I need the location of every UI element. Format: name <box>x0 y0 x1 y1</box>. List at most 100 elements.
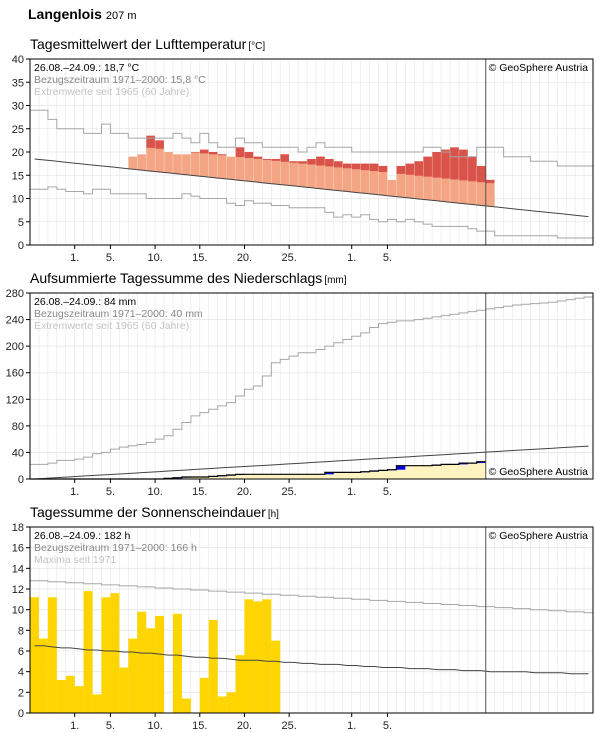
sunshine-bar <box>39 639 48 713</box>
temperature-bar-extreme <box>334 161 343 167</box>
precip-normal-area <box>244 474 253 479</box>
temperature-bar <box>191 152 200 176</box>
precip-normal-area <box>441 464 450 479</box>
temperature-title: Tagesmittelwert der Lufttemperatur[°C] <box>30 36 265 52</box>
temperature-bar <box>227 157 236 180</box>
temperature-bar-extreme <box>307 159 316 165</box>
sunshine-bar <box>209 620 218 713</box>
y-tick-label: 4 <box>18 667 24 679</box>
precip-normal-area <box>253 474 262 479</box>
sunshine-bar <box>173 614 182 713</box>
precipitation-title: Aufsummierte Tagessumme des Niederschlag… <box>30 270 347 286</box>
y-tick-label: 40 <box>12 54 24 66</box>
sunshine-bar <box>262 599 271 713</box>
y-tick-label: 200 <box>6 341 24 353</box>
temperature-bar <box>200 150 209 177</box>
temperature-bar <box>164 152 173 173</box>
y-tick-label: 120 <box>6 394 24 406</box>
temperature-bar-extreme <box>245 152 254 158</box>
precip-normal-area <box>280 474 289 479</box>
sunshine-bar <box>227 692 236 713</box>
y-tick-label: 20 <box>12 147 24 159</box>
precipitation-chart: 040801201602002402801.5.10.15.20.25.1.5.… <box>0 288 596 498</box>
temperature-bar <box>137 154 146 170</box>
y-tick-label: 12 <box>12 584 24 596</box>
sunshine-bar <box>236 655 245 713</box>
y-tick-label: 2 <box>18 687 24 699</box>
y-tick-label: 10 <box>12 194 24 206</box>
copyright-text: © GeoSphere Austria <box>489 530 589 542</box>
sunshine-bar <box>30 597 39 713</box>
temperature-bar-extreme <box>200 150 209 154</box>
temperature-bar-extreme <box>155 140 164 148</box>
sunshine-bar <box>146 628 155 713</box>
info-reference-period: Bezugszeitraum 1971–2000: 15,8 °C <box>34 74 206 86</box>
x-tick-label: 1. <box>347 252 356 264</box>
temperature-bar-extreme <box>414 161 423 175</box>
precip-normal-area <box>289 474 298 479</box>
x-tick-label: 5. <box>106 720 115 732</box>
temperature-bar-extreme <box>441 150 450 179</box>
temperature-bar-extreme <box>486 180 495 183</box>
temperature-bar-extreme <box>450 147 459 179</box>
sunshine-bar <box>182 699 191 713</box>
sunshine-bar <box>93 694 102 713</box>
sunshine-bar <box>57 680 66 713</box>
precip-normal-area <box>298 474 307 479</box>
x-tick-label: 20. <box>237 252 252 264</box>
temperature-bar-extreme <box>263 159 272 160</box>
precip-normal-area <box>450 464 459 479</box>
temperature-unit: [°C] <box>248 41 265 52</box>
x-tick-label: 1. <box>347 720 356 732</box>
y-tick-label: 0 <box>18 240 24 252</box>
y-tick-label: 5 <box>18 217 24 229</box>
y-tick-label: 15 <box>12 170 24 182</box>
x-tick-label: 15. <box>192 252 207 264</box>
temperature-bar-extreme <box>254 157 263 159</box>
x-tick-label: 5. <box>106 252 115 264</box>
temperature-bar <box>486 180 495 207</box>
x-tick-label: 15. <box>192 486 207 498</box>
min-extreme-line <box>30 187 593 238</box>
y-tick-label: 10 <box>12 605 24 617</box>
y-tick-label: 160 <box>6 368 24 380</box>
temperature-bar <box>173 154 182 174</box>
y-tick-label: 30 <box>12 101 24 113</box>
info-period-value: 26.08.–24.09.: 84 mm <box>34 296 136 308</box>
temperature-bar-extreme <box>423 157 432 177</box>
precip-normal-area <box>271 474 280 479</box>
temperature-bar-extreme <box>459 150 468 181</box>
sunshine-bar <box>244 599 253 713</box>
info-period-value: 26.08.–24.09.: 18,7 °C <box>34 62 140 74</box>
y-tick-label: 80 <box>12 421 24 433</box>
sunshine-title: Tagessumme der Sonnenscheindauer[h] <box>30 504 279 520</box>
x-tick-label: 25. <box>282 486 297 498</box>
station-elevation: 207 m <box>106 10 137 22</box>
precip-normal-area <box>361 472 370 479</box>
temperature-bar-extreme <box>432 152 441 178</box>
precip-normal-area <box>379 470 388 479</box>
temperature-bar-extreme <box>406 164 415 175</box>
temperature-bar-extreme <box>370 164 379 171</box>
sunshine-bar <box>75 686 84 713</box>
info-extremes-note: Extremwerte seit 1965 (60 Jahre) <box>34 320 189 332</box>
sunshine-bar <box>110 593 119 713</box>
precip-normal-area <box>236 474 245 479</box>
temperature-bar <box>271 159 280 184</box>
y-tick-label: 40 <box>12 447 24 459</box>
x-tick-label: 15. <box>192 720 207 732</box>
info-reference-period: Bezugszeitraum 1971–2000: 40 mm <box>34 308 203 320</box>
sunshine-title-text: Tagessumme der Sonnenscheindauer <box>30 504 266 520</box>
precip-normal-area <box>307 474 316 479</box>
x-tick-label: 5. <box>106 486 115 498</box>
x-tick-label: 25. <box>282 720 297 732</box>
y-tick-label: 0 <box>18 474 24 486</box>
temperature-bar <box>263 159 272 183</box>
sunshine-bar <box>101 597 110 713</box>
temperature-bar-extreme <box>477 166 486 182</box>
x-tick-label: 5. <box>383 720 392 732</box>
y-tick-label: 25 <box>12 124 24 136</box>
copyright-text: © GeoSphere Austria <box>489 466 589 478</box>
precipitation-title-text: Aufsummierte Tagessumme des Niederschlag… <box>30 270 322 286</box>
